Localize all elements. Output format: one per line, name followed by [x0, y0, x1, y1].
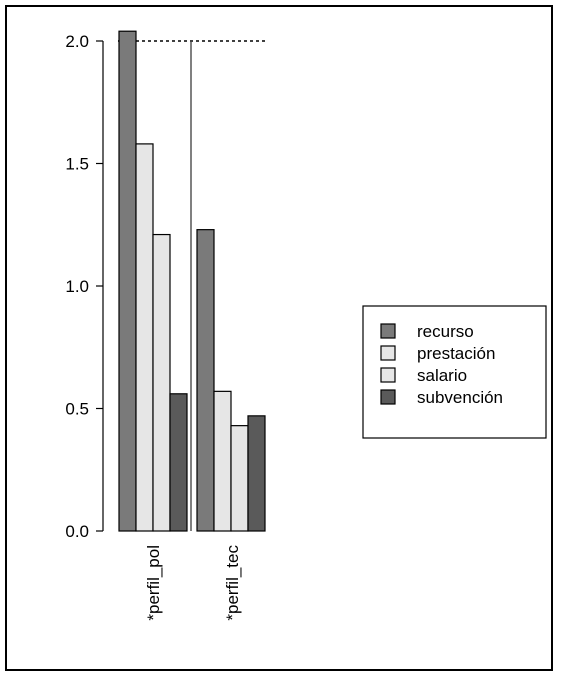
legend-label: subvención: [417, 388, 503, 407]
y-axis: 0.0 0.5 1.0 1.5 2.0: [65, 32, 104, 541]
y-tick-label: 2.0: [65, 32, 89, 51]
legend-label: prestación: [417, 344, 495, 363]
category-labels: *perfil_pol *perfil_tec: [144, 545, 242, 621]
bar-recurso-perfil_pol: [118, 30, 137, 532]
bar-prestación-perfil_pol: [135, 143, 154, 532]
y-tick-label: 0.5: [65, 400, 89, 419]
legend-label: recurso: [417, 322, 474, 341]
bar-recurso-perfil_tec: [196, 229, 215, 532]
legend-label: salario: [417, 366, 467, 385]
bar-subvención-perfil_pol: [169, 393, 188, 532]
y-tick-label: 0.0: [65, 522, 89, 541]
bar-subvención-perfil_tec: [247, 415, 266, 532]
bar-salario-perfil_tec: [230, 425, 249, 532]
bar-salario-perfil_pol: [152, 233, 171, 532]
y-tick-label: 1.5: [65, 155, 89, 174]
bars: [118, 30, 266, 532]
category-label: *perfil_pol: [144, 545, 163, 621]
legend-swatch: [380, 345, 396, 361]
bar-prestación-perfil_tec: [213, 390, 232, 532]
legend-swatch: [380, 323, 396, 339]
legend-swatch: [380, 367, 396, 383]
y-tick-label: 1.0: [65, 277, 89, 296]
legend: recurso prestación salario subvención: [362, 305, 547, 439]
legend-swatch: [380, 389, 396, 405]
category-label: *perfil_tec: [223, 545, 242, 621]
